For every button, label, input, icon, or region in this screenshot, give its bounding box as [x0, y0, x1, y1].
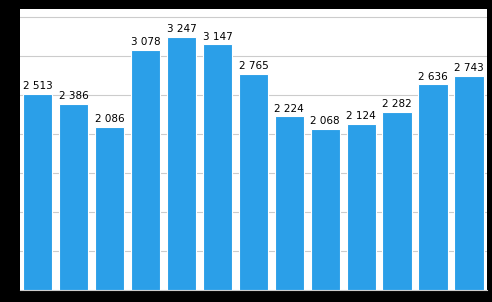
Text: 2 124: 2 124 [346, 111, 376, 121]
Bar [455, 76, 484, 290]
Text: 2 743: 2 743 [454, 63, 484, 73]
Bar [95, 127, 124, 290]
Text: 2 086: 2 086 [95, 114, 124, 124]
Text: 2 386: 2 386 [59, 91, 89, 101]
Text: 2 068: 2 068 [310, 116, 340, 126]
Bar [275, 116, 304, 290]
Text: 2 224: 2 224 [275, 104, 304, 114]
Text: 3 247: 3 247 [167, 24, 196, 34]
Text: 3 078: 3 078 [131, 37, 160, 47]
Text: 2 636: 2 636 [418, 72, 448, 82]
Text: 2 765: 2 765 [239, 62, 268, 72]
Bar [239, 74, 268, 290]
Bar [382, 112, 412, 290]
Bar [131, 50, 160, 290]
Bar [59, 104, 89, 290]
Bar [23, 94, 52, 290]
Bar [310, 129, 340, 290]
Bar [346, 124, 376, 290]
Bar [167, 37, 196, 290]
Text: 2 513: 2 513 [23, 81, 53, 91]
Bar [418, 84, 448, 290]
Text: 3 147: 3 147 [203, 32, 232, 42]
Bar [203, 44, 232, 290]
Text: 2 282: 2 282 [382, 99, 412, 109]
